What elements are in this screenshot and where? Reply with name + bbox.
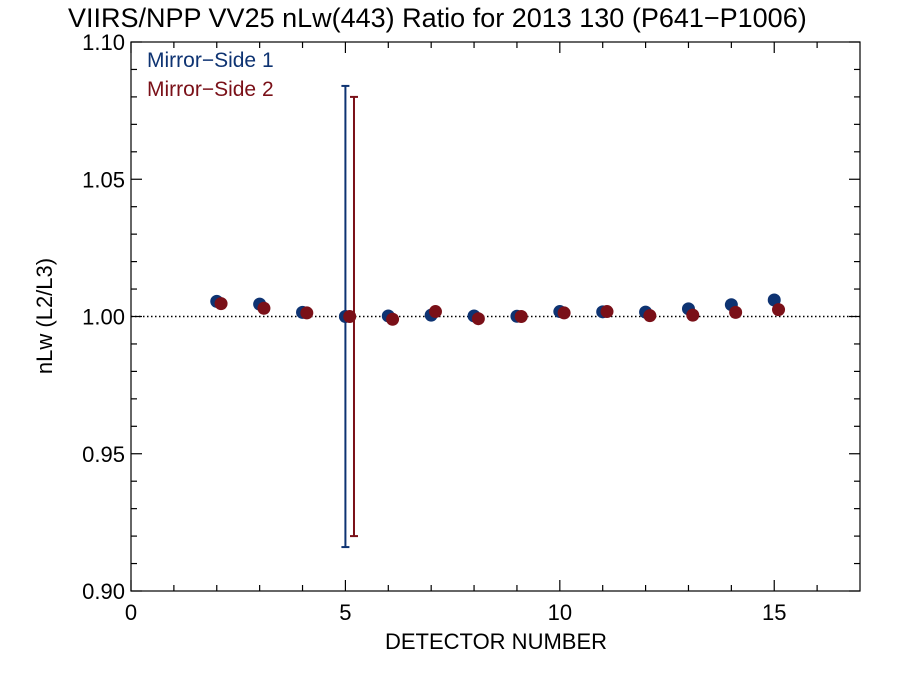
data-point — [557, 306, 571, 320]
data-point — [471, 312, 485, 326]
data-series — [210, 84, 786, 549]
x-tick-label: 15 — [762, 600, 786, 625]
y-tick-label: 1.00 — [82, 305, 125, 330]
data-point — [686, 308, 700, 322]
y-tick-label: 1.05 — [82, 167, 125, 192]
data-point — [643, 309, 657, 323]
data-point — [428, 305, 442, 319]
legend-entry-mirror-side-1: Mirror−Side 1 — [147, 49, 274, 72]
data-point — [386, 312, 400, 326]
data-point — [257, 301, 271, 315]
axis-ticks: 0 5 10 15 0.90 0.95 1.00 1.05 1.10 — [82, 30, 860, 625]
data-point — [729, 305, 743, 319]
x-axis-label: DETECTOR NUMBER — [385, 629, 607, 654]
x-tick-label: 10 — [548, 600, 572, 625]
y-tick-label: 0.90 — [82, 579, 125, 604]
x-tick-label: 5 — [339, 600, 351, 625]
y-tick-label: 1.10 — [82, 30, 125, 55]
data-point — [214, 297, 228, 311]
y-tick-label: 0.95 — [82, 442, 125, 467]
y-axis-label: nLw (L2/L3) — [32, 258, 57, 374]
data-point — [300, 306, 314, 320]
x-tick-label: 0 — [125, 600, 137, 625]
data-point — [343, 310, 357, 323]
series-2 — [214, 95, 786, 538]
data-point — [600, 305, 614, 319]
legend-entry-mirror-side-2: Mirror−Side 2 — [147, 78, 274, 101]
chart-title: VIIRS/NPP VV25 nLw(443) Ratio for 2013 1… — [68, 3, 807, 33]
data-point — [772, 303, 786, 317]
legend: Mirror−Side 1 Mirror−Side 2 — [147, 49, 274, 101]
data-point — [514, 310, 528, 323]
